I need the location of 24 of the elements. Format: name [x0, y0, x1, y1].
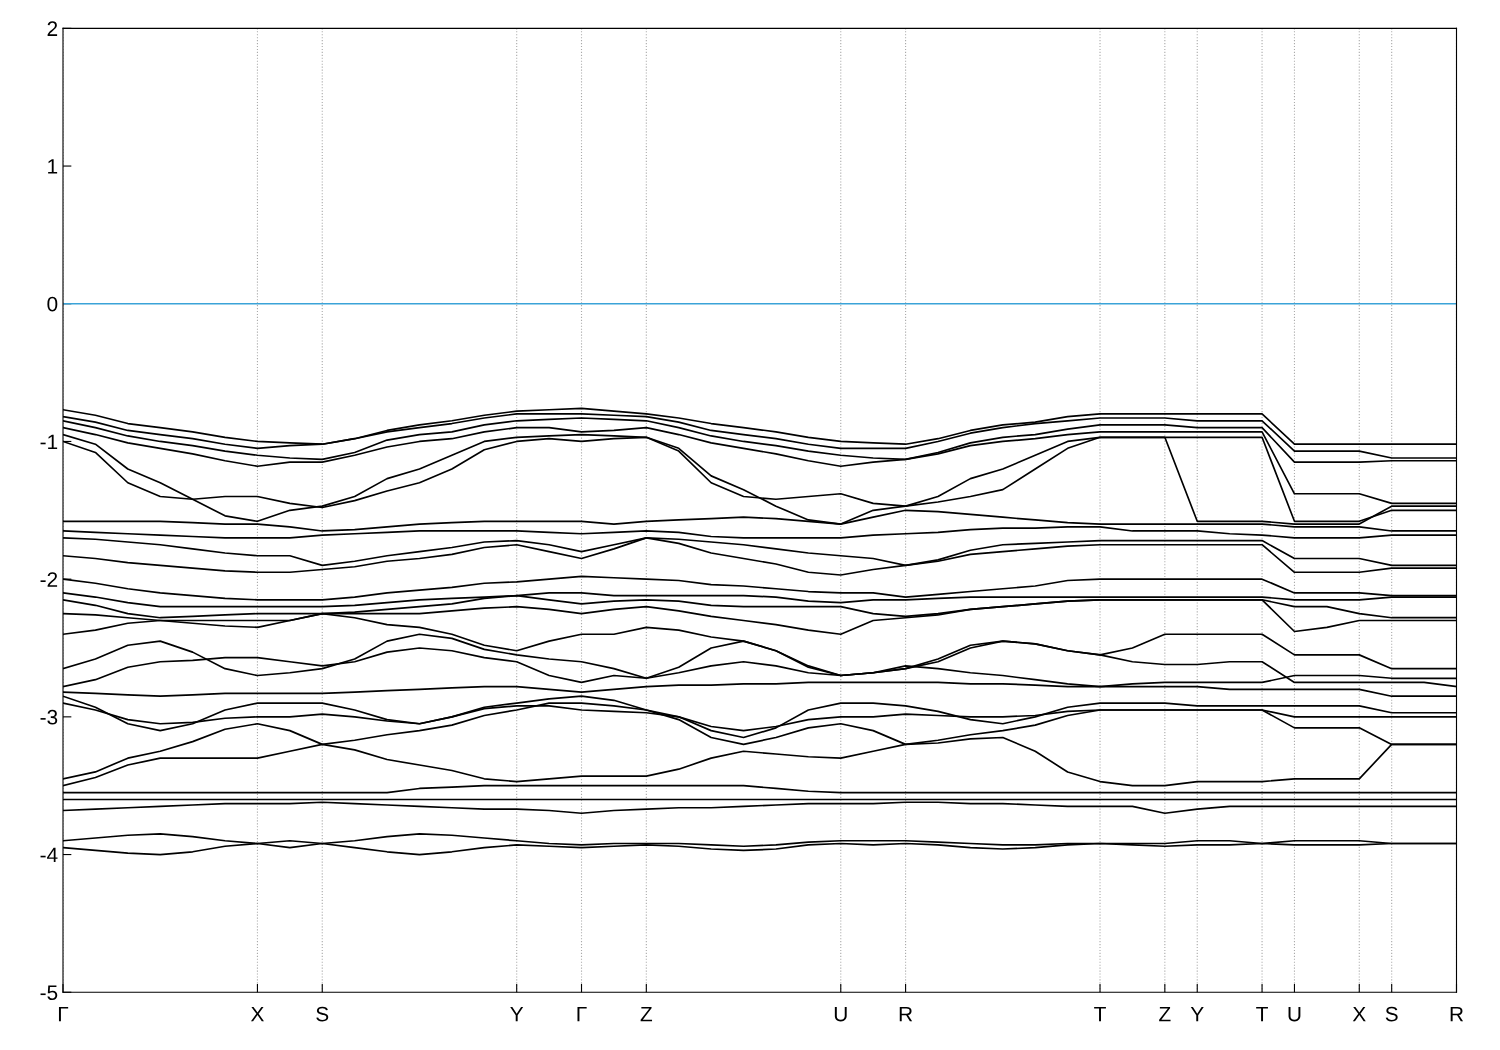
x-tick-label: R	[899, 1006, 913, 1022]
x-tick-label: U	[1288, 1006, 1301, 1022]
x-tick-label: Γ	[577, 1006, 587, 1022]
x-tick-label: Z	[640, 1006, 653, 1022]
y-tick-label: -4	[40, 847, 58, 863]
y-tick-label: 1	[48, 159, 58, 174]
x-tick-label: X	[1352, 1006, 1366, 1022]
x-tick-label: Z	[1159, 1006, 1171, 1022]
y-tick-label: -3	[40, 709, 58, 725]
x-tick-label: X	[250, 1006, 264, 1022]
y-tick-label: 0	[47, 296, 58, 312]
x-tick-label: S	[1385, 1006, 1398, 1022]
y-tick-label: 2	[47, 21, 58, 36]
x-tick-label: Y	[510, 1006, 524, 1022]
y-tick-label: -1	[40, 434, 58, 449]
y-tick-label: -2	[40, 572, 58, 587]
x-tick-label: Γ	[58, 1006, 69, 1022]
x-tick-label: T	[1256, 1006, 1268, 1022]
x-tick-label: S	[316, 1006, 329, 1022]
x-tick-label: Y	[1190, 1006, 1204, 1022]
x-tick-label: U	[834, 1006, 847, 1022]
x-tick-label: R	[1450, 1006, 1464, 1022]
y-tick-label: -5	[40, 985, 58, 1000]
x-tick-label: T	[1094, 1006, 1106, 1022]
